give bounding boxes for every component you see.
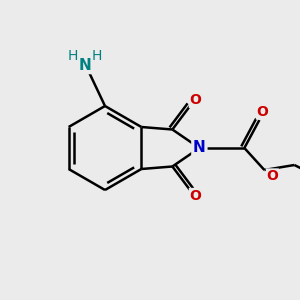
- Text: O: O: [256, 105, 268, 119]
- Text: H: H: [68, 49, 78, 63]
- Text: N: N: [79, 58, 92, 74]
- Text: O: O: [266, 169, 278, 183]
- Text: O: O: [189, 94, 201, 107]
- Text: N: N: [193, 140, 206, 155]
- Text: O: O: [189, 188, 201, 203]
- Text: H: H: [92, 49, 102, 63]
